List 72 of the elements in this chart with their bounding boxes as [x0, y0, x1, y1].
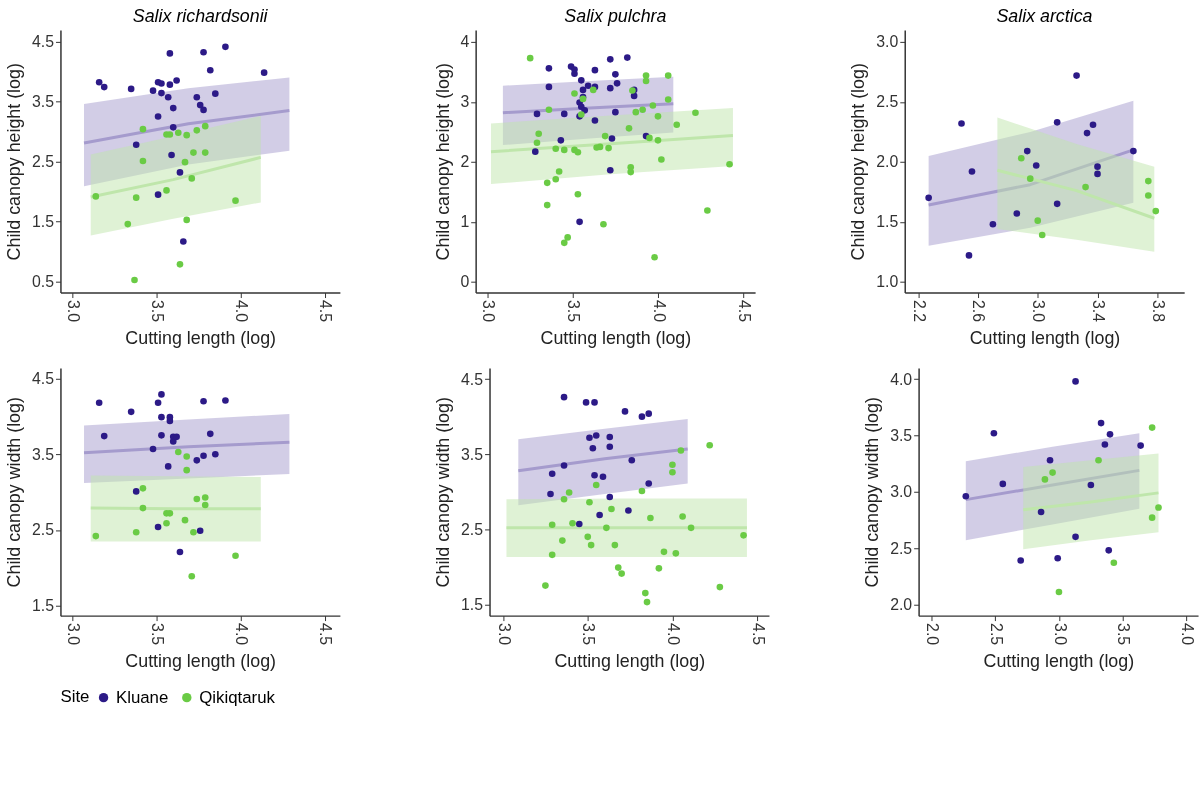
x-tick-label: 3.0 [495, 623, 513, 646]
y-tick-label: 2.0 [890, 595, 913, 613]
y-tick-label: 1.5 [31, 597, 55, 615]
chart-title: Salix pulchra [564, 6, 667, 27]
y-axis-title: Child canopy height (log) [432, 63, 453, 261]
y-tick-label: 0 [460, 273, 470, 291]
x-tick-label: 3.8 [1149, 300, 1167, 323]
y-tick-label: 3 [460, 93, 470, 111]
x-axis-title: Cutting length (log) [554, 650, 706, 671]
x-tick-label: 3.5 [565, 300, 583, 323]
x-tick-label: 4.0 [233, 300, 251, 323]
y-tick-label: 3.5 [890, 426, 913, 444]
x-tick-label: 4.5 [317, 623, 335, 646]
y-tick-label: 3.5 [31, 92, 55, 110]
x-axis-title: Cutting length (log) [125, 650, 276, 671]
x-tick-label: 2.5 [987, 623, 1005, 646]
x-axis-title: Cutting length (log) [983, 650, 1135, 671]
y-tick-label: 3.0 [890, 483, 913, 501]
x-tick-label: 2.6 [970, 300, 988, 323]
y-tick-label: 1.0 [876, 273, 899, 291]
y-tick-label: 0.5 [31, 273, 55, 291]
x-tick-label: 4.5 [749, 623, 767, 646]
x-tick-label: 4.0 [1179, 623, 1197, 646]
y-tick-label: 4.5 [31, 369, 55, 387]
y-tick-label: 1 [460, 213, 470, 231]
y-tick-label: 2.5 [31, 153, 55, 171]
legend-label: Kluane [115, 687, 169, 707]
chart-title: Salix richardsonii [132, 6, 269, 27]
x-tick-label: 3.0 [64, 300, 82, 323]
x-tick-label: 3.5 [148, 623, 166, 646]
y-tick-label: 2.5 [890, 539, 913, 557]
y-tick-label: 4.5 [461, 370, 484, 388]
y-tick-label: 1.5 [461, 595, 484, 613]
y-tick-label: 3.5 [31, 445, 55, 463]
x-tick-label: 3.0 [480, 300, 498, 323]
x-tick-label: 3.5 [580, 623, 598, 646]
y-tick-label: 1.5 [876, 213, 899, 231]
y-axis-title: Child canopy height (log) [4, 63, 25, 261]
x-tick-label: 3.5 [148, 300, 166, 323]
y-tick-label: 2.5 [31, 521, 55, 539]
y-axis-title: Child canopy width (log) [862, 397, 883, 588]
x-tick-label: 3.5 [1115, 623, 1133, 646]
y-tick-label: 4.0 [890, 370, 913, 388]
x-tick-label: 3.0 [1030, 300, 1048, 323]
x-tick-label: 2.0 [923, 623, 941, 646]
y-axis-title: Child canopy height (log) [848, 63, 869, 261]
x-tick-label: 4.5 [735, 300, 753, 323]
y-tick-label: 2.0 [876, 153, 899, 171]
y-axis-title: Child canopy width (log) [4, 397, 25, 588]
x-tick-label: 4.0 [650, 300, 668, 323]
legend-label: Qikiqtaruk [199, 687, 276, 707]
x-tick-label: 2.2 [910, 300, 928, 323]
y-tick-label: 1.5 [31, 213, 55, 231]
x-axis-title: Cutting length (log) [540, 327, 692, 348]
chart-title: Salix arctica [996, 6, 1093, 27]
y-axis-title: Child canopy width (log) [433, 397, 454, 588]
x-tick-label: 3.0 [1051, 623, 1069, 646]
y-tick-label: 3.5 [461, 445, 484, 463]
x-axis-title: Cutting length (log) [125, 327, 276, 348]
y-tick-label: 2.5 [461, 520, 484, 538]
x-tick-label: 4.0 [664, 623, 682, 646]
y-tick-label: 3.0 [876, 33, 899, 51]
y-tick-label: 2 [460, 153, 470, 171]
y-tick-label: 4 [460, 33, 470, 51]
x-tick-label: 3.4 [1090, 300, 1108, 323]
x-tick-label: 3.0 [64, 623, 82, 646]
y-tick-label: 4.5 [31, 32, 55, 50]
y-tick-label: 2.5 [876, 93, 899, 111]
x-tick-label: 4.5 [317, 300, 335, 323]
x-axis-title: Cutting length (log) [969, 327, 1121, 348]
legend-title: Site [60, 686, 90, 706]
x-tick-label: 4.0 [233, 623, 251, 646]
